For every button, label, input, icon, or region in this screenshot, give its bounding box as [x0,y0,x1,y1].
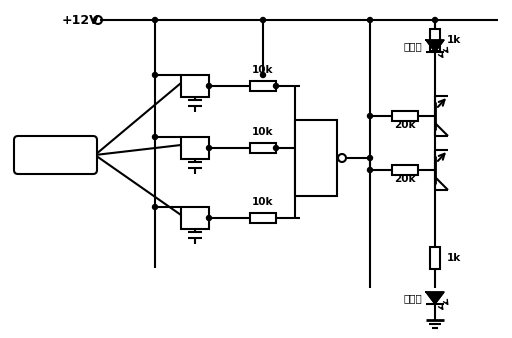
Bar [392,165,418,175]
Text: H: H [191,79,199,89]
Text: （绿）: （绿） [403,41,422,51]
Bar [181,75,209,97]
Text: 霍尔IC: 霍尔IC [42,148,70,162]
Bar [430,247,440,269]
Text: +12V: +12V [62,14,100,26]
Bar [295,120,337,196]
Bar [392,111,418,121]
Circle shape [273,145,279,150]
Text: 20k: 20k [394,120,416,130]
Polygon shape [426,292,444,304]
Circle shape [368,18,373,23]
Text: 1k: 1k [447,35,461,45]
Circle shape [261,18,266,23]
Bar [430,29,440,51]
Circle shape [153,135,158,140]
Text: 10k: 10k [252,127,274,137]
Circle shape [206,145,211,150]
Circle shape [261,72,266,77]
Text: 10k: 10k [252,197,274,207]
FancyBboxPatch shape [14,136,97,174]
Circle shape [206,216,211,220]
Text: （红）: （红） [403,293,422,303]
Circle shape [153,18,158,23]
Circle shape [153,72,158,77]
Text: 1: 1 [198,217,204,225]
Circle shape [153,204,158,210]
Text: 20k: 20k [394,174,416,184]
Circle shape [368,168,373,172]
Bar [250,213,276,223]
Circle shape [368,114,373,119]
Circle shape [368,155,373,161]
Bar [181,137,209,159]
Text: H: H [191,141,199,151]
Text: ≥1: ≥1 [305,150,327,166]
Text: 10k: 10k [252,65,274,75]
Bar [181,207,209,229]
Bar [250,143,276,153]
Text: 1k: 1k [447,253,461,263]
Text: H: H [191,211,199,221]
Circle shape [206,83,211,89]
Circle shape [273,83,279,89]
Bar [250,81,276,91]
Text: 1: 1 [198,146,204,155]
Polygon shape [426,40,444,52]
Circle shape [433,18,437,23]
Text: 1: 1 [198,84,204,94]
